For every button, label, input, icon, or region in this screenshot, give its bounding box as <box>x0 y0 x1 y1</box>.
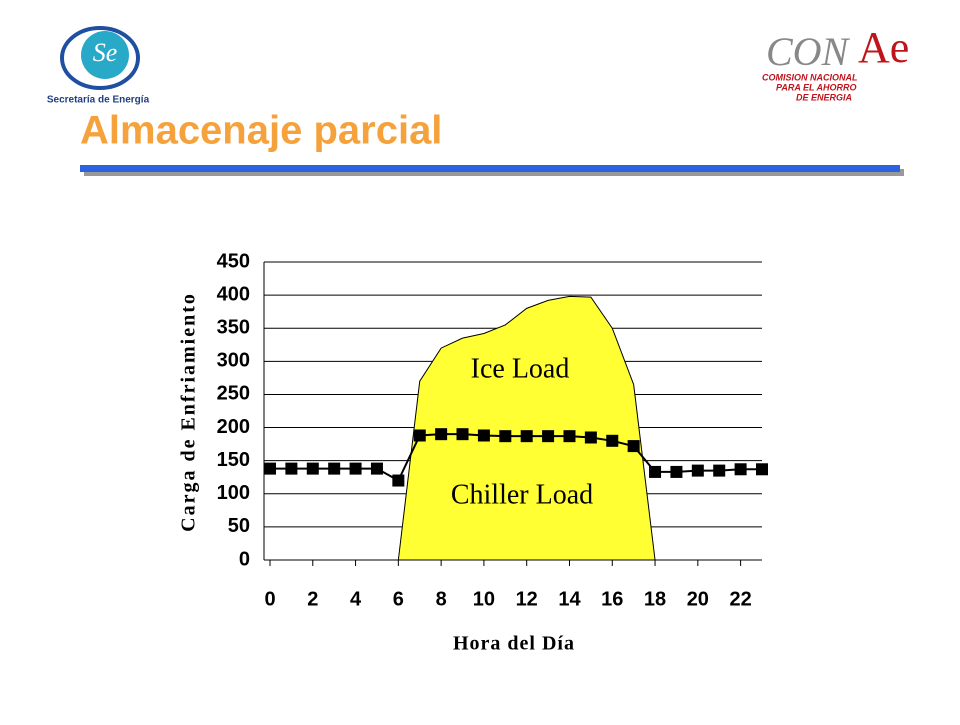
logo-caption: Secretaría de Energía <box>47 95 150 106</box>
marker <box>456 428 469 441</box>
marker <box>713 464 726 477</box>
y-axis-label: Carga de Enfriamiento <box>178 292 200 532</box>
x-tick-label: 12 <box>516 588 538 610</box>
x-tick-label: 20 <box>687 588 709 610</box>
marker <box>670 465 683 478</box>
marker <box>306 462 319 475</box>
logo-mark: CON <box>766 29 851 74</box>
y-tick-label: 250 <box>217 383 250 405</box>
marker <box>542 430 555 443</box>
marker <box>627 440 640 453</box>
marker <box>584 431 597 444</box>
marker <box>413 429 426 442</box>
y-tick-label: 350 <box>217 317 250 339</box>
marker <box>392 474 405 487</box>
x-tick-label: 6 <box>393 588 404 610</box>
marker <box>370 462 383 475</box>
y-tick-label: 0 <box>239 548 250 570</box>
title-rule-shadow <box>84 169 904 176</box>
title-rule <box>80 165 900 172</box>
x-tick-label: 0 <box>264 588 275 610</box>
y-tick-label: 200 <box>217 416 250 438</box>
marker <box>691 464 704 477</box>
x-tick-label: 16 <box>601 588 623 610</box>
marker <box>606 434 619 447</box>
marker <box>285 462 298 475</box>
x-tick-label: 14 <box>558 588 581 610</box>
x-tick-label: 18 <box>644 588 666 610</box>
logo-line: DE ENERGIA <box>796 92 852 102</box>
annotation: Ice Load <box>471 353 570 384</box>
logo-initials: Se <box>93 38 118 67</box>
logo-circle <box>81 31 129 79</box>
y-tick-label: 450 <box>217 250 250 272</box>
marker <box>477 429 490 442</box>
x-tick-label: 4 <box>350 588 362 610</box>
logo-mark: Ae <box>858 23 909 72</box>
marker <box>756 463 768 476</box>
x-tick-label: 22 <box>729 588 751 610</box>
y-tick-label: 300 <box>217 350 250 372</box>
x-tick-label: 8 <box>436 588 447 610</box>
marker <box>563 430 576 443</box>
marker <box>499 430 512 443</box>
marker <box>520 430 533 443</box>
marker <box>734 463 747 476</box>
slide-title: Almacenaje parcial <box>80 109 442 153</box>
chart: 0 50 100 150 200 250 300 350 400 450 0 2 4 6 8 10 12 14 16… <box>178 250 768 655</box>
marker <box>264 462 276 475</box>
logo-swirl <box>60 26 140 90</box>
y-tick-label: 100 <box>217 482 250 504</box>
x-axis-label: Hora del Día <box>453 633 575 655</box>
y-tick-label: 50 <box>228 515 250 537</box>
marker <box>435 428 448 441</box>
x-tick-label: 2 <box>307 588 318 610</box>
marker <box>328 462 341 475</box>
marker <box>349 462 362 475</box>
logo-line: COMISION NACIONAL <box>762 72 858 82</box>
logo-line: PARA EL AHORRO <box>776 82 857 92</box>
x-tick-label: 10 <box>473 588 495 610</box>
y-tick-label: 400 <box>217 283 250 305</box>
load-area <box>397 295 656 561</box>
y-tick-label: 150 <box>217 449 250 471</box>
annotation: Chiller Load <box>451 479 593 510</box>
marker <box>649 465 662 478</box>
